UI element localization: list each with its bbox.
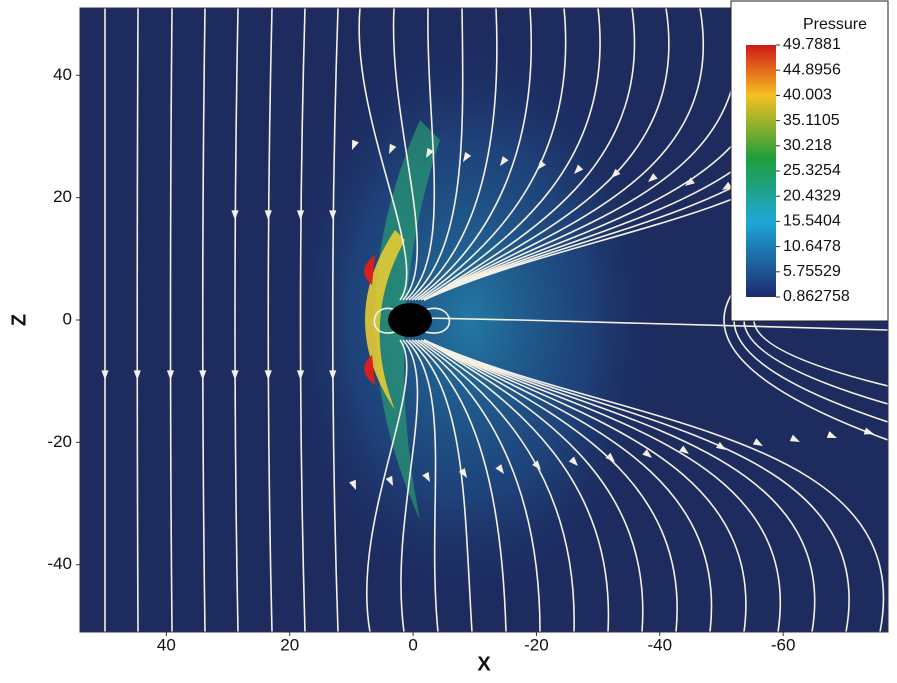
x-tick-label: 0 <box>408 635 417 654</box>
colorbar-tick-label: 35.1105 <box>783 112 840 129</box>
y-tick-label: -40 <box>47 554 72 573</box>
streamline <box>137 8 138 632</box>
x-tick-label: -20 <box>524 635 549 654</box>
planet <box>388 303 432 337</box>
colorbar-tick-label: 30.218 <box>783 137 832 154</box>
colorbar-tick-label: 15.5404 <box>783 213 841 230</box>
y-tick-label: 20 <box>53 187 72 206</box>
colorbar-tick-label: 20.4329 <box>783 187 841 204</box>
x-tick-label: 20 <box>280 635 299 654</box>
colorbar-title: Pressure <box>803 16 867 33</box>
colorbar-tick-label: 5.75529 <box>783 263 841 280</box>
y-tick-label: 40 <box>53 65 72 84</box>
colorbar-tick-label: 40.003 <box>783 87 832 104</box>
colorbar-tick-label: 0.862758 <box>783 288 850 305</box>
colorbar: Pressure 49.7881 44.8956 40.003 35.1105 30.2… <box>731 1 888 321</box>
x-tick-label: -60 <box>771 635 796 654</box>
y-axis-title: Z <box>8 314 30 326</box>
y-tick-label: -20 <box>47 432 72 451</box>
colorbar-scale <box>746 45 776 297</box>
colorbar-tick-label: 25.3254 <box>783 162 841 179</box>
x-axis-title: X <box>477 653 491 675</box>
colorbar-tick-label: 49.7881 <box>783 36 841 53</box>
colorbar-tick-label: 10.6478 <box>783 238 841 255</box>
y-tick-label: 0 <box>63 309 72 328</box>
colorbar-tick-label: 44.8956 <box>783 61 841 78</box>
x-tick-label: -40 <box>647 635 672 654</box>
chart: X Z Pressure 49.7881 44.8956 40.003 35.1105… <box>0 0 897 683</box>
x-tick-label: 40 <box>157 635 176 654</box>
